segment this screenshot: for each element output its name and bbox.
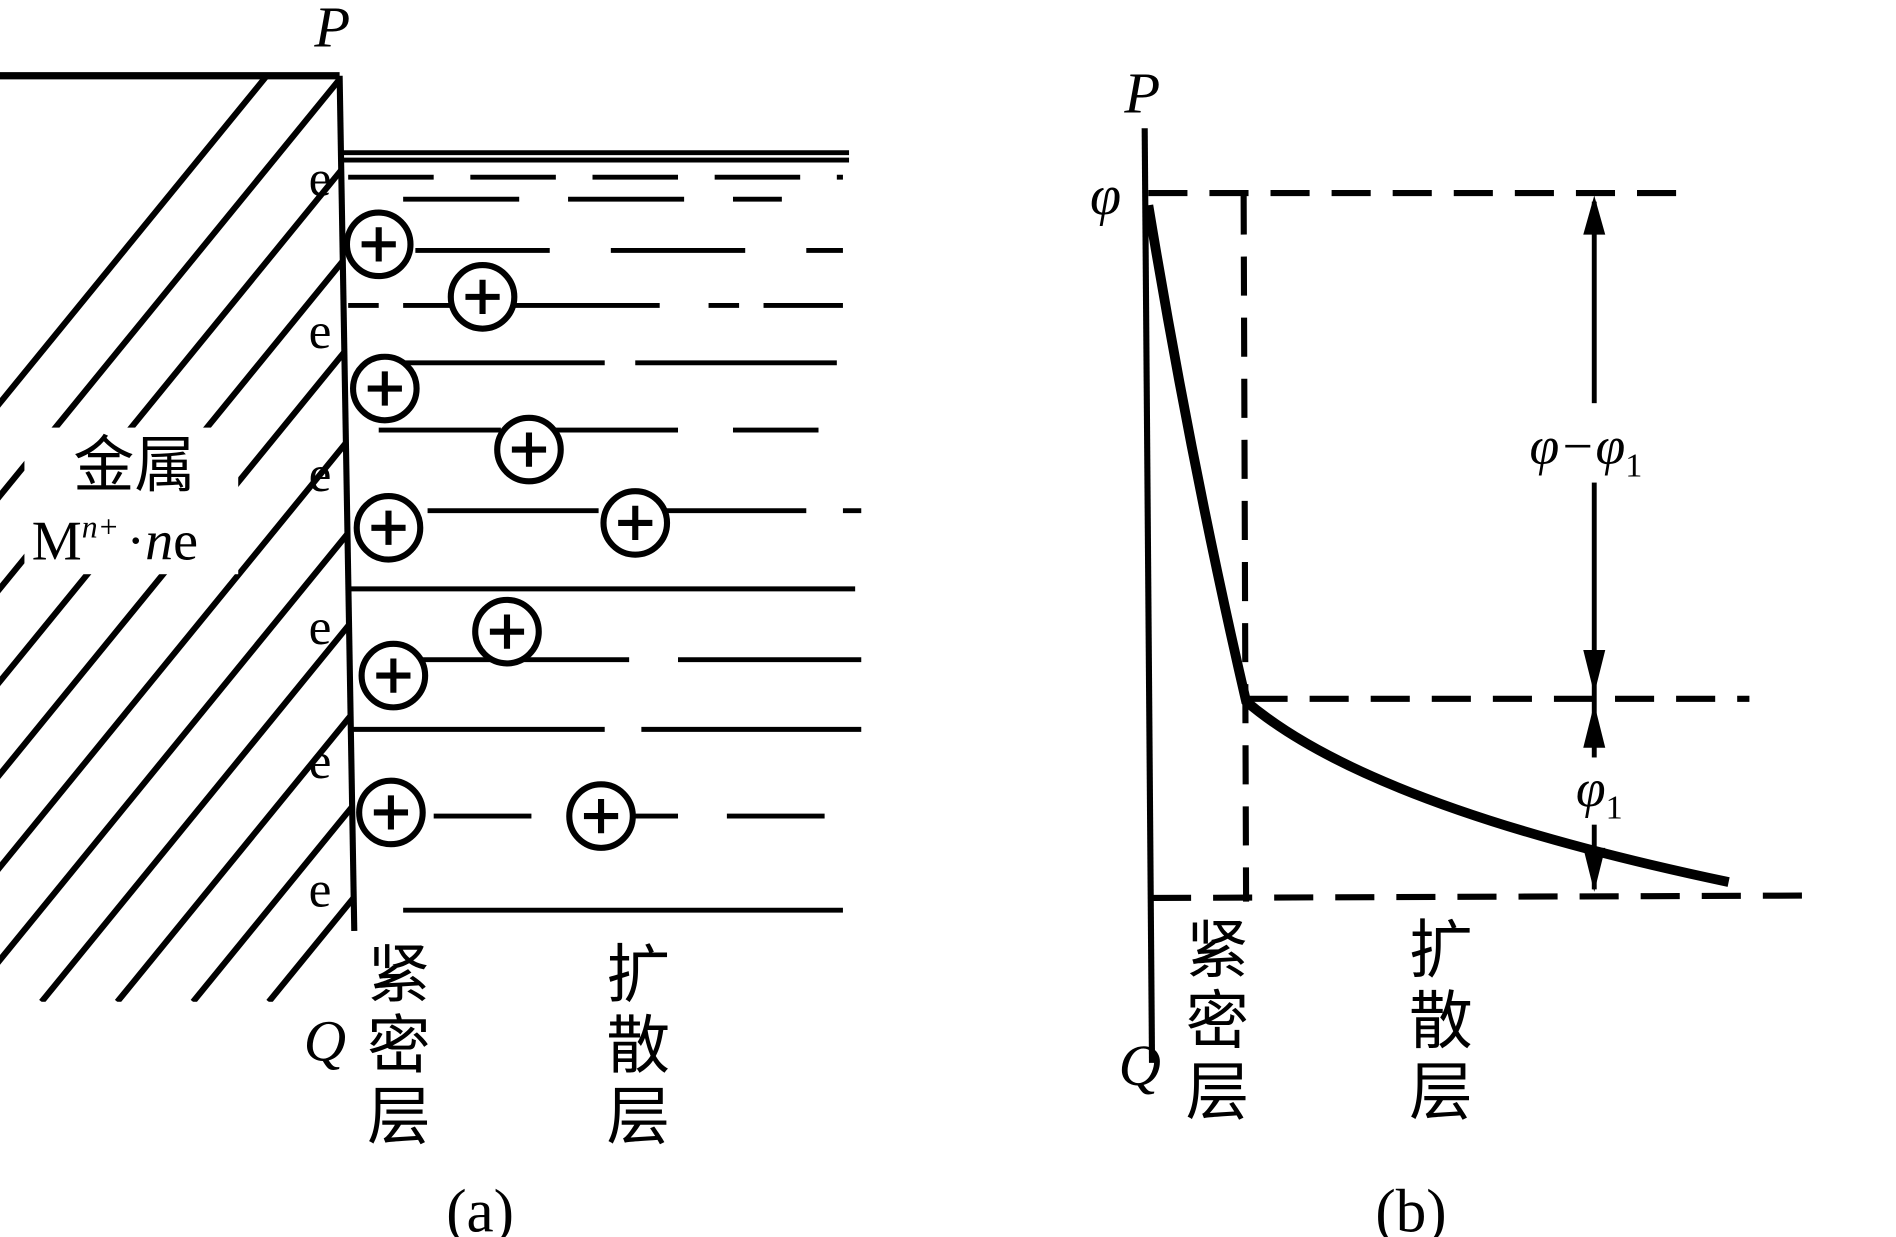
electron: e (309, 150, 332, 207)
formula: Mn+ ·ne (32, 510, 198, 573)
formula-dot: · (126, 511, 145, 573)
hatch-line (875, 73, 1632, 1002)
cation (350, 353, 420, 424)
formula-n: n (145, 511, 173, 573)
hatch-line (647, 73, 1404, 1002)
electron: e (309, 446, 332, 503)
phi-diff-text: φ−φ (1530, 416, 1626, 476)
electron: e (309, 862, 332, 919)
cation (343, 209, 414, 280)
hatch-line (420, 73, 1177, 1002)
hatch-line (342, 78, 352, 1002)
label-bg (1527, 403, 1668, 483)
formula-base: M (32, 511, 82, 573)
hatch-line (572, 73, 1329, 1002)
cation (356, 777, 426, 848)
electron: e (309, 599, 332, 656)
electrons: e e e e e e (309, 150, 332, 918)
cation (566, 781, 636, 851)
cation (494, 414, 564, 485)
hatch-line (114, 78, 352, 1002)
hatch-line (799, 73, 1556, 1002)
label-phi1: φ1 (1576, 758, 1623, 826)
hatch-line (1026, 73, 1783, 1002)
cation (472, 596, 542, 667)
label-q-b: Q (1119, 1033, 1161, 1098)
phi1-sub: 1 (1606, 790, 1623, 827)
label-phi: φ (1090, 165, 1121, 227)
panel-a-frame (0, 72, 358, 932)
diffuse-layer-b: 扩散层 (1400, 916, 1472, 1129)
cation (447, 262, 518, 332)
arrows (1583, 195, 1606, 892)
formula-sup: n+ (82, 510, 119, 545)
label-phi-diff: φ−φ1 (1530, 416, 1643, 484)
cation (600, 488, 671, 558)
caption-a: (a) (446, 1179, 514, 1237)
label-bg (1569, 757, 1631, 825)
phi1-text: φ (1576, 758, 1606, 818)
compact-layer-b: 紧密层 (1176, 916, 1248, 1129)
cation (358, 640, 429, 711)
label-bg (24, 427, 239, 575)
cation (353, 492, 424, 563)
compact-layer-a: 紧密层 (358, 941, 430, 1154)
formula-e: e (173, 511, 198, 573)
hatch-line (39, 78, 352, 1002)
label-q: Q (304, 1008, 346, 1073)
electron: e (309, 733, 332, 790)
diffuse-layer-a: 扩散层 (597, 941, 669, 1154)
hatch-line (0, 78, 272, 1002)
label-p-b: P (1123, 60, 1160, 125)
caption-b: (b) (1375, 1179, 1446, 1237)
label-p: P (313, 0, 350, 59)
hatch-line (0, 78, 352, 1002)
cations (343, 209, 671, 851)
phi-diff-sub: 1 (1625, 447, 1642, 484)
electron: e (309, 303, 332, 360)
metal-label: 金属 (73, 433, 195, 500)
metal-hatching (0, 73, 1783, 1002)
hatch-line (190, 78, 352, 1002)
hatch-line (0, 78, 347, 1002)
